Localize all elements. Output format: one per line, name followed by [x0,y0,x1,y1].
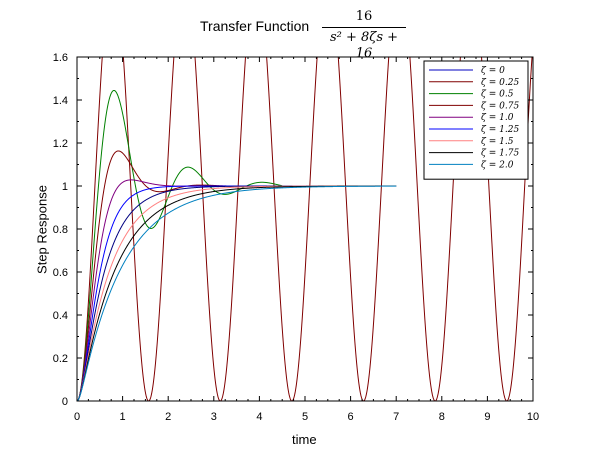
series-line-1 [77,89,283,401]
legend-entry-label: ζ = 0.5 [481,90,514,100]
legend-entry-label: ζ = 0 [481,66,505,76]
legend-entry-label: ζ = 2.0 [481,160,514,170]
x-tick-label: 9 [484,411,490,423]
title-formula: 16 s² + 8ζs + 16 [322,9,406,62]
x-tick-label: 0 [74,411,80,423]
x-tick-label: 5 [302,411,308,423]
series-line-8 [77,185,397,401]
x-tick-label: 6 [348,411,354,423]
y-tick-label: 1.4 [53,95,68,107]
y-tick-label: 0.4 [53,310,68,322]
axes-layer: 0 1 2 3 4 5 6 7 8 9 10 0 0.2 0.4 0.6 0.8 1 1.2 1.4 1.6 [53,52,539,423]
y-tick-label: 1.6 [53,52,68,64]
title-formula-denominator: s² + 8ζs + 16 [329,30,399,61]
legend-box [423,60,529,180]
x-axis-label: time [292,432,317,447]
x-tick-label: 7 [393,411,399,423]
legend-entry-label: ζ = 0.75 [481,101,519,111]
y-axis-label: Step Response [34,185,50,274]
x-tick-label: 8 [439,411,445,423]
x-tick-label: 1 [120,411,126,423]
y-tick-label: 1.2 [53,138,68,150]
x-tick-label: 10 [527,411,539,423]
y-tick-label: 1 [62,181,68,193]
x-tick-label: 3 [211,411,217,423]
y-tick-label: 0.6 [53,267,68,279]
x-tick-label: 4 [256,411,262,423]
legend-entry-label: ζ = 1.75 [481,149,519,159]
y-tick-label: 0.8 [53,224,68,236]
title-formula-bar [322,27,406,28]
legend-entry-label: ζ = 1.25 [481,125,519,135]
legend-entry-label: ζ = 1.0 [481,113,514,123]
y-tick-label: 0.2 [53,353,68,365]
legend-entry-label: ζ = 0.25 [481,78,519,88]
title-formula-numerator: 16 [355,9,373,24]
legend-entry-label: ζ = 1.5 [481,137,514,147]
chart-title: Transfer Function [200,18,310,34]
legend: ζ = 0 ζ = 0.25 ζ = 0.5ζ = 0.75 ζ = 1.0 ζ = 1… [423,60,529,180]
series-layer [77,57,533,401]
y-tick-label: 0 [62,396,68,408]
x-tick-label: 2 [165,411,171,423]
